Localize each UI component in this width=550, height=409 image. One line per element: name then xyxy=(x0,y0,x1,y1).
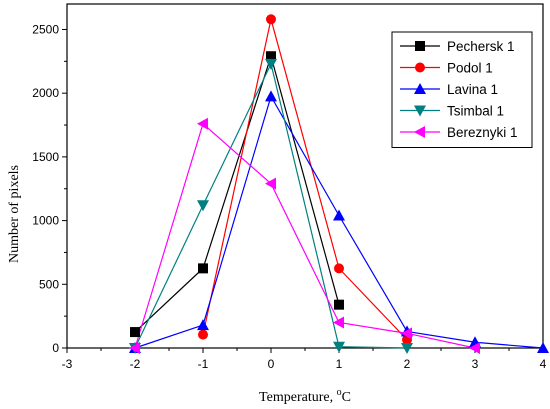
data-point-bereznyki-1 xyxy=(197,117,208,130)
legend-marker-lavina-1 xyxy=(414,83,426,94)
series-line-tsimbal-1 xyxy=(134,62,408,349)
legend-label-lavina-1: Lavina 1 xyxy=(447,82,498,97)
x-tick-label: 3 xyxy=(472,357,479,371)
x-tick-label: 4 xyxy=(540,357,547,371)
data-point-bereznyki-1 xyxy=(401,327,412,340)
x-tick-label: -3 xyxy=(62,357,73,371)
legend-box xyxy=(391,31,533,148)
x-tick-label: 2 xyxy=(404,357,411,371)
series-line-bereznyki-1 xyxy=(134,122,476,349)
data-point-bereznyki-1 xyxy=(265,177,276,190)
x-tick-label: -2 xyxy=(130,357,141,371)
y-tick-label: 2500 xyxy=(32,22,59,36)
data-point-lavina-1 xyxy=(537,342,549,353)
legend-marker-pechersk-1 xyxy=(415,41,425,51)
legend-marker-tsimbal-1 xyxy=(414,105,426,117)
x-tick-label: -1 xyxy=(198,357,209,371)
legend-marker-podol-1 xyxy=(415,62,425,73)
x-axis-label-degree: o xyxy=(337,387,342,398)
y-tick-label: 500 xyxy=(39,277,59,291)
y-tick-label: 0 xyxy=(52,341,59,355)
y-tick-label: 2000 xyxy=(32,86,59,100)
data-point-lavina-1 xyxy=(197,319,209,331)
legend-label-pechersk-1: Pechersk 1 xyxy=(447,39,515,54)
data-point-bereznyki-1 xyxy=(333,316,344,329)
data-point-tsimbal-1 xyxy=(197,200,209,212)
data-point-podol-1 xyxy=(198,329,208,340)
data-point-bereznyki-1 xyxy=(469,342,480,354)
y-tick-label: 1500 xyxy=(32,150,59,164)
data-point-pechersk-1 xyxy=(198,263,208,274)
legend-marker-bereznyki-1 xyxy=(414,126,425,138)
data-point-pechersk-1 xyxy=(266,51,276,62)
data-point-tsimbal-1 xyxy=(265,58,277,70)
y-tick-label: 1000 xyxy=(32,214,59,228)
series-line-pechersk-1 xyxy=(134,54,340,333)
legend-label-tsimbal-1: Tsimbal 1 xyxy=(447,104,504,119)
data-point-pechersk-1 xyxy=(334,299,344,310)
data-point-podol-1 xyxy=(334,263,344,274)
data-point-lavina-1 xyxy=(333,209,345,221)
legend-label-bereznyki-1: Bereznyki 1 xyxy=(447,125,518,140)
data-point-pechersk-1 xyxy=(130,327,140,338)
x-axis-label-unit: C xyxy=(342,390,351,405)
y-axis-label: Number of pixels xyxy=(7,165,22,263)
x-axis-label: Temperature, oC xyxy=(259,387,351,405)
data-point-tsimbal-1 xyxy=(401,343,413,354)
data-point-podol-1 xyxy=(266,14,276,25)
x-tick-label: 0 xyxy=(268,357,275,371)
series-line-podol-1 xyxy=(202,19,408,341)
x-tick-label: 1 xyxy=(336,357,343,371)
data-point-lavina-1 xyxy=(265,90,277,102)
data-point-tsimbal-1 xyxy=(333,341,345,353)
data-point-bereznyki-1 xyxy=(129,342,140,354)
x-axis-label-text: Temperature, xyxy=(259,390,337,405)
legend-label-podol-1: Podol 1 xyxy=(447,61,493,76)
